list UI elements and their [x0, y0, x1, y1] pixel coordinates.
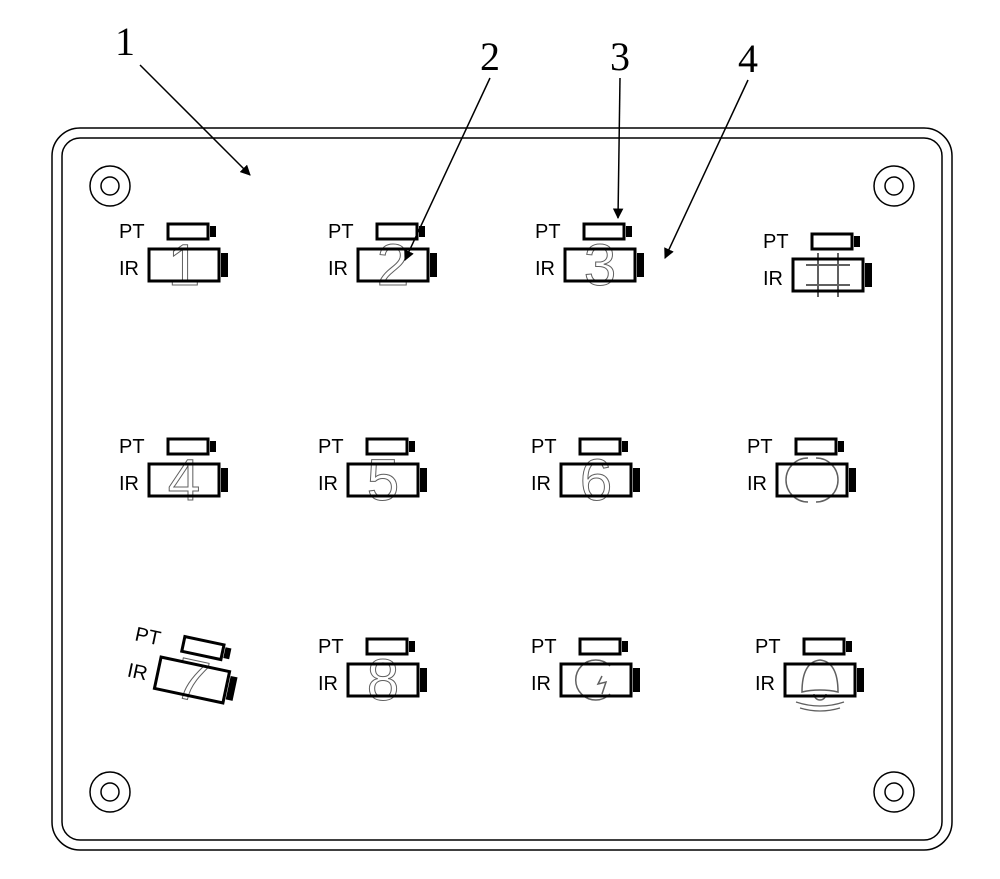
ir-label: IR — [328, 258, 348, 280]
pt-label: PT — [755, 636, 781, 658]
pt-label: PT — [328, 221, 354, 243]
button-b5: 4 PT IR — [119, 436, 228, 513]
button-b2: 2 PT IR — [328, 221, 437, 298]
pt-label: PT — [119, 436, 145, 458]
pt-tab — [854, 236, 860, 247]
callout-line-3 — [618, 78, 620, 218]
pt-body — [796, 439, 836, 454]
pt-label: PT — [318, 636, 344, 658]
ir-label: IR — [318, 473, 338, 495]
screw-hole-inner-2 — [101, 783, 119, 801]
screw-hole-inner-1 — [885, 177, 903, 195]
ir-tab — [633, 668, 640, 692]
ir-body — [561, 664, 631, 696]
button-b9: 7PTIR — [122, 623, 245, 721]
screw-hole-inner-0 — [101, 177, 119, 195]
callout-4: 4 — [738, 36, 758, 81]
ir-tab — [849, 468, 856, 492]
glyph-bell — [796, 660, 844, 711]
pt-tab — [409, 441, 415, 452]
screw-hole-inner-3 — [885, 783, 903, 801]
ir-tab — [420, 468, 427, 492]
pt-label: PT — [531, 436, 557, 458]
ir-label: IR — [119, 473, 139, 495]
pt-label: PT — [763, 231, 789, 253]
ir-body — [785, 664, 855, 696]
pt-tab — [210, 441, 216, 452]
ir-label: IR — [763, 268, 783, 290]
glyph-3: 3 — [584, 233, 616, 298]
glyph-6: 6 — [580, 448, 612, 513]
pt-body — [580, 639, 620, 654]
ir-tab — [633, 468, 640, 492]
button-b8: PT IR — [747, 436, 856, 502]
glyph-1: 1 — [168, 233, 200, 298]
svg-text:6: 6 — [580, 448, 612, 513]
ir-tab — [221, 468, 228, 492]
pt-tab — [846, 641, 852, 652]
glyph-8: 8 — [367, 648, 399, 713]
button-b3: 3 PT IR — [535, 221, 644, 298]
callout-1: 1 — [115, 19, 135, 64]
pt-body — [812, 234, 852, 249]
ir-tab — [857, 668, 864, 692]
button-b7: 6 PT IR — [531, 436, 640, 513]
svg-text:4: 4 — [168, 448, 200, 513]
glyph-2: 2 — [377, 233, 409, 298]
screw-hole-outer-0 — [90, 166, 130, 206]
svg-text:3: 3 — [584, 233, 616, 298]
ir-label: IR — [125, 660, 149, 686]
button-b12: PT IR — [755, 636, 864, 711]
ir-tab — [865, 263, 872, 287]
pt-tab — [622, 441, 628, 452]
button-b11: PT IR — [531, 636, 640, 700]
ir-body — [793, 259, 863, 291]
pt-label: PT — [747, 436, 773, 458]
ir-label: IR — [318, 673, 338, 695]
ir-label: IR — [531, 673, 551, 695]
ir-label: IR — [119, 258, 139, 280]
glyph-5: 5 — [367, 448, 399, 513]
ir-tab — [637, 253, 644, 277]
screw-hole-outer-2 — [90, 772, 130, 812]
pt-label: PT — [133, 623, 163, 650]
pt-tab — [210, 226, 216, 237]
pt-tab — [622, 641, 628, 652]
pt-label: PT — [535, 221, 561, 243]
pt-body — [804, 639, 844, 654]
pt-tab — [626, 226, 632, 237]
callout-3: 3 — [610, 34, 630, 79]
screw-hole-outer-1 — [874, 166, 914, 206]
screw-hole-outer-3 — [874, 772, 914, 812]
ir-tab — [420, 668, 427, 692]
callout-line-2 — [405, 78, 490, 260]
button-b10: 8 PT IR — [318, 636, 427, 713]
glyph-9s — [576, 660, 610, 700]
svg-text:2: 2 — [377, 233, 409, 298]
callout-2: 2 — [480, 34, 500, 79]
ir-label: IR — [531, 473, 551, 495]
callout-line-4 — [665, 80, 748, 258]
svg-text:8: 8 — [367, 648, 399, 713]
ir-body — [777, 464, 847, 496]
ir-tab — [221, 253, 228, 277]
pt-label: PT — [531, 636, 557, 658]
pt-tab — [838, 441, 844, 452]
button-b6: 5 PT IR — [318, 436, 427, 513]
button-b1: 1 PT IR — [119, 221, 228, 298]
pt-tab — [409, 641, 415, 652]
pt-label: PT — [318, 436, 344, 458]
ir-label: IR — [755, 673, 775, 695]
svg-text:5: 5 — [367, 448, 399, 513]
ir-label: IR — [535, 258, 555, 280]
ir-label: IR — [747, 473, 767, 495]
svg-text:1: 1 — [168, 233, 200, 298]
callout-line-1 — [140, 65, 250, 175]
button-b4: PT IR — [763, 231, 872, 297]
ir-tab — [430, 253, 437, 277]
pt-label: PT — [119, 221, 145, 243]
glyph-4: 4 — [168, 448, 200, 513]
